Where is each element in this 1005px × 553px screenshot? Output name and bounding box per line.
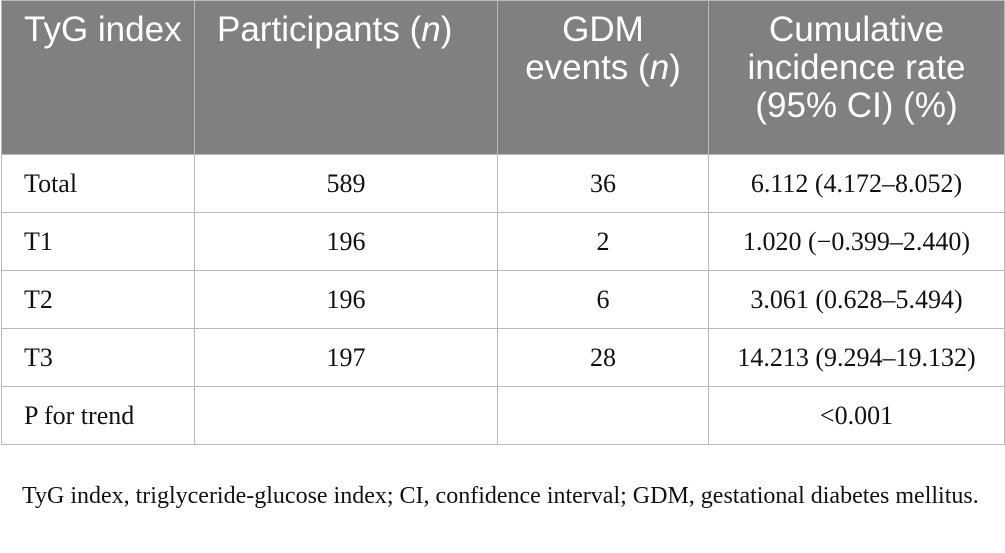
row-participants: 196	[194, 270, 498, 329]
row-rate: 3.061 (0.628–5.494)	[708, 270, 1005, 329]
header-participants-close: )	[440, 10, 453, 49]
table-footnote: TyG index, triglyceride-glucose index; C…	[22, 483, 979, 509]
row-events: 36	[497, 154, 709, 213]
header-row: TyG index Participants (n) GDM events (n…	[1, 0, 1005, 155]
header-participants-label: Participants (	[217, 10, 422, 49]
header-participants: Participants (n)	[194, 0, 498, 155]
results-table: TyG index Participants (n) GDM events (n…	[1, 0, 1005, 445]
row-label: T3	[1, 328, 195, 387]
row-events: 2	[497, 212, 709, 271]
row-participants: 196	[194, 212, 498, 271]
table-container: TyG index Participants (n) GDM events (n…	[1, 0, 1005, 445]
row-label: P for trend	[1, 386, 195, 445]
row-label: T2	[1, 270, 195, 329]
header-gdm-events-label: GDM events (	[525, 10, 650, 87]
table-row: Total 589 36 6.112 (4.172–8.052)	[1, 154, 1005, 213]
header-cumulative-incidence-label: Cumulative incidence rate (95% CI) (%)	[747, 10, 966, 125]
table-row: T2 196 6 3.061 (0.628–5.494)	[1, 270, 1005, 329]
row-rate: 1.020 (−0.399–2.440)	[708, 212, 1005, 271]
header-tyg-index: TyG index	[1, 0, 195, 155]
row-rate: 6.112 (4.172–8.052)	[708, 154, 1005, 213]
table-row: T1 196 2 1.020 (−0.399–2.440)	[1, 212, 1005, 271]
header-participants-n: n	[421, 10, 441, 49]
row-label: Total	[1, 154, 195, 213]
row-events: 6	[497, 270, 709, 329]
header-gdm-events-n: n	[649, 48, 670, 87]
row-participants: 197	[194, 328, 498, 387]
row-participants	[194, 386, 498, 445]
row-participants: 589	[194, 154, 498, 213]
row-rate: 14.213 (9.294–19.132)	[708, 328, 1005, 387]
header-gdm-events-close: )	[669, 48, 681, 87]
row-label: T1	[1, 212, 195, 271]
table-row: T3 197 28 14.213 (9.294–19.132)	[1, 328, 1005, 387]
header-gdm-events: GDM events (n)	[497, 0, 709, 155]
header-cumulative-incidence: Cumulative incidence rate (95% CI) (%)	[708, 0, 1005, 155]
row-rate: <0.001	[708, 386, 1005, 445]
row-events: 28	[497, 328, 709, 387]
row-events	[497, 386, 709, 445]
header-tyg-index-label: TyG index	[24, 10, 182, 49]
table-row: P for trend <0.001	[1, 386, 1005, 445]
